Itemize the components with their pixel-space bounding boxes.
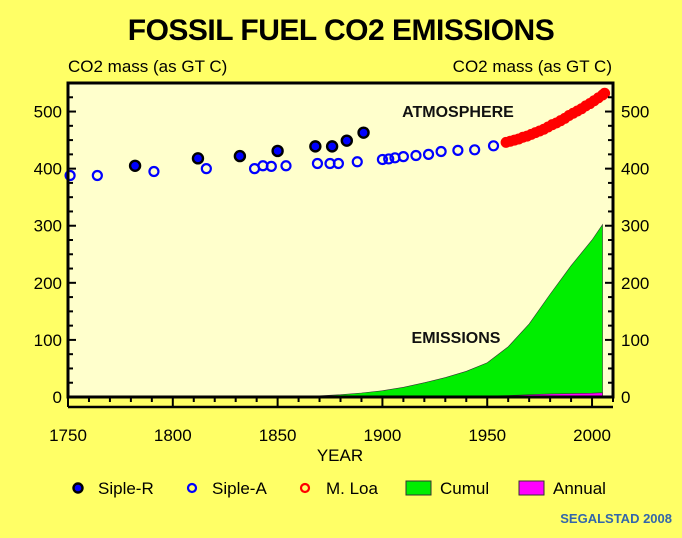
annotation-emissions: EMISSIONS [412, 330, 501, 347]
legend-annual-swatch [518, 480, 545, 496]
y-tick-label-right: 100 [621, 331, 649, 350]
legend-cumul-swatch [405, 480, 432, 496]
legend-cumul-label: Cumul [440, 479, 489, 498]
legend-siple-a-marker [186, 482, 198, 494]
x-tick-label: 1800 [154, 426, 192, 445]
siple-a-point [351, 156, 363, 168]
y-tick-label-left: 500 [34, 103, 62, 122]
y-tick-label-right: 400 [621, 160, 649, 179]
legend-siple-r-marker [72, 482, 84, 494]
siple-a-point [469, 144, 481, 156]
mloa-point [599, 87, 611, 99]
x-tick-label: 2000 [573, 426, 611, 445]
legend-annual-label: Annual [553, 479, 606, 498]
chart-title: FOSSIL FUEL CO2 EMISSIONS [127, 14, 555, 47]
y-tick-label-right: 200 [621, 274, 649, 293]
siple-r-point [128, 159, 142, 172]
y-axis-label-right: CO2 mass (as GT C) [452, 57, 612, 76]
annotation-atmosphere: ATMOSPHERE [402, 104, 514, 121]
siple-r-point [340, 134, 353, 147]
siple-a-point [148, 165, 160, 178]
y-tick-label-left: 100 [34, 331, 62, 350]
y-tick-label-left: 400 [34, 160, 62, 179]
y-tick-label-right: 0 [621, 388, 630, 407]
siple-a-point [311, 157, 324, 170]
y-axis-label-left: CO2 mass (as GT C) [68, 57, 228, 76]
siple-a-point [452, 144, 464, 156]
x-tick-label: 1750 [49, 426, 87, 445]
siple-a-point [397, 151, 409, 163]
x-tick-label: 1900 [364, 426, 402, 445]
y-tick-label-right: 300 [621, 217, 649, 236]
siple-a-point [200, 163, 212, 175]
siple-a-point [410, 149, 422, 162]
siple-a-point [435, 145, 447, 158]
y-tick-label-left: 0 [53, 388, 62, 407]
siple-r-point [271, 144, 284, 158]
cumul-area [277, 223, 603, 398]
legend-mloa-marker [299, 482, 311, 494]
siple-a-point [487, 140, 500, 152]
y-tick-label-right: 500 [621, 103, 649, 122]
siple-r-point [325, 140, 339, 153]
siple-a-point [91, 169, 103, 182]
x-tick-label: 1850 [259, 426, 297, 445]
siple-a-point [383, 153, 395, 165]
x-axis-label: YEAR [317, 446, 363, 465]
siple-a-point [64, 169, 76, 182]
siple-r-point [233, 149, 247, 163]
legend-siple-a-label: Siple-A [212, 479, 267, 498]
x-tick-label: 1950 [468, 426, 506, 445]
y-tick-label-left: 200 [34, 274, 62, 293]
siple-r-point [357, 126, 370, 139]
siple-r-point [191, 152, 205, 165]
siple-a-point [280, 160, 292, 172]
siple-a-point [422, 148, 435, 160]
legend-mloa-label: M. Loa [326, 479, 379, 498]
siple-a-point [265, 160, 277, 172]
siple-a-point [376, 153, 389, 166]
siple-a-point [332, 157, 345, 170]
y-tick-label-left: 300 [34, 217, 62, 236]
siple-r-point [309, 140, 322, 153]
credit-label: SEGALSTAD 2008 [560, 511, 672, 526]
legend-siple-r-label: Siple-R [98, 479, 154, 498]
